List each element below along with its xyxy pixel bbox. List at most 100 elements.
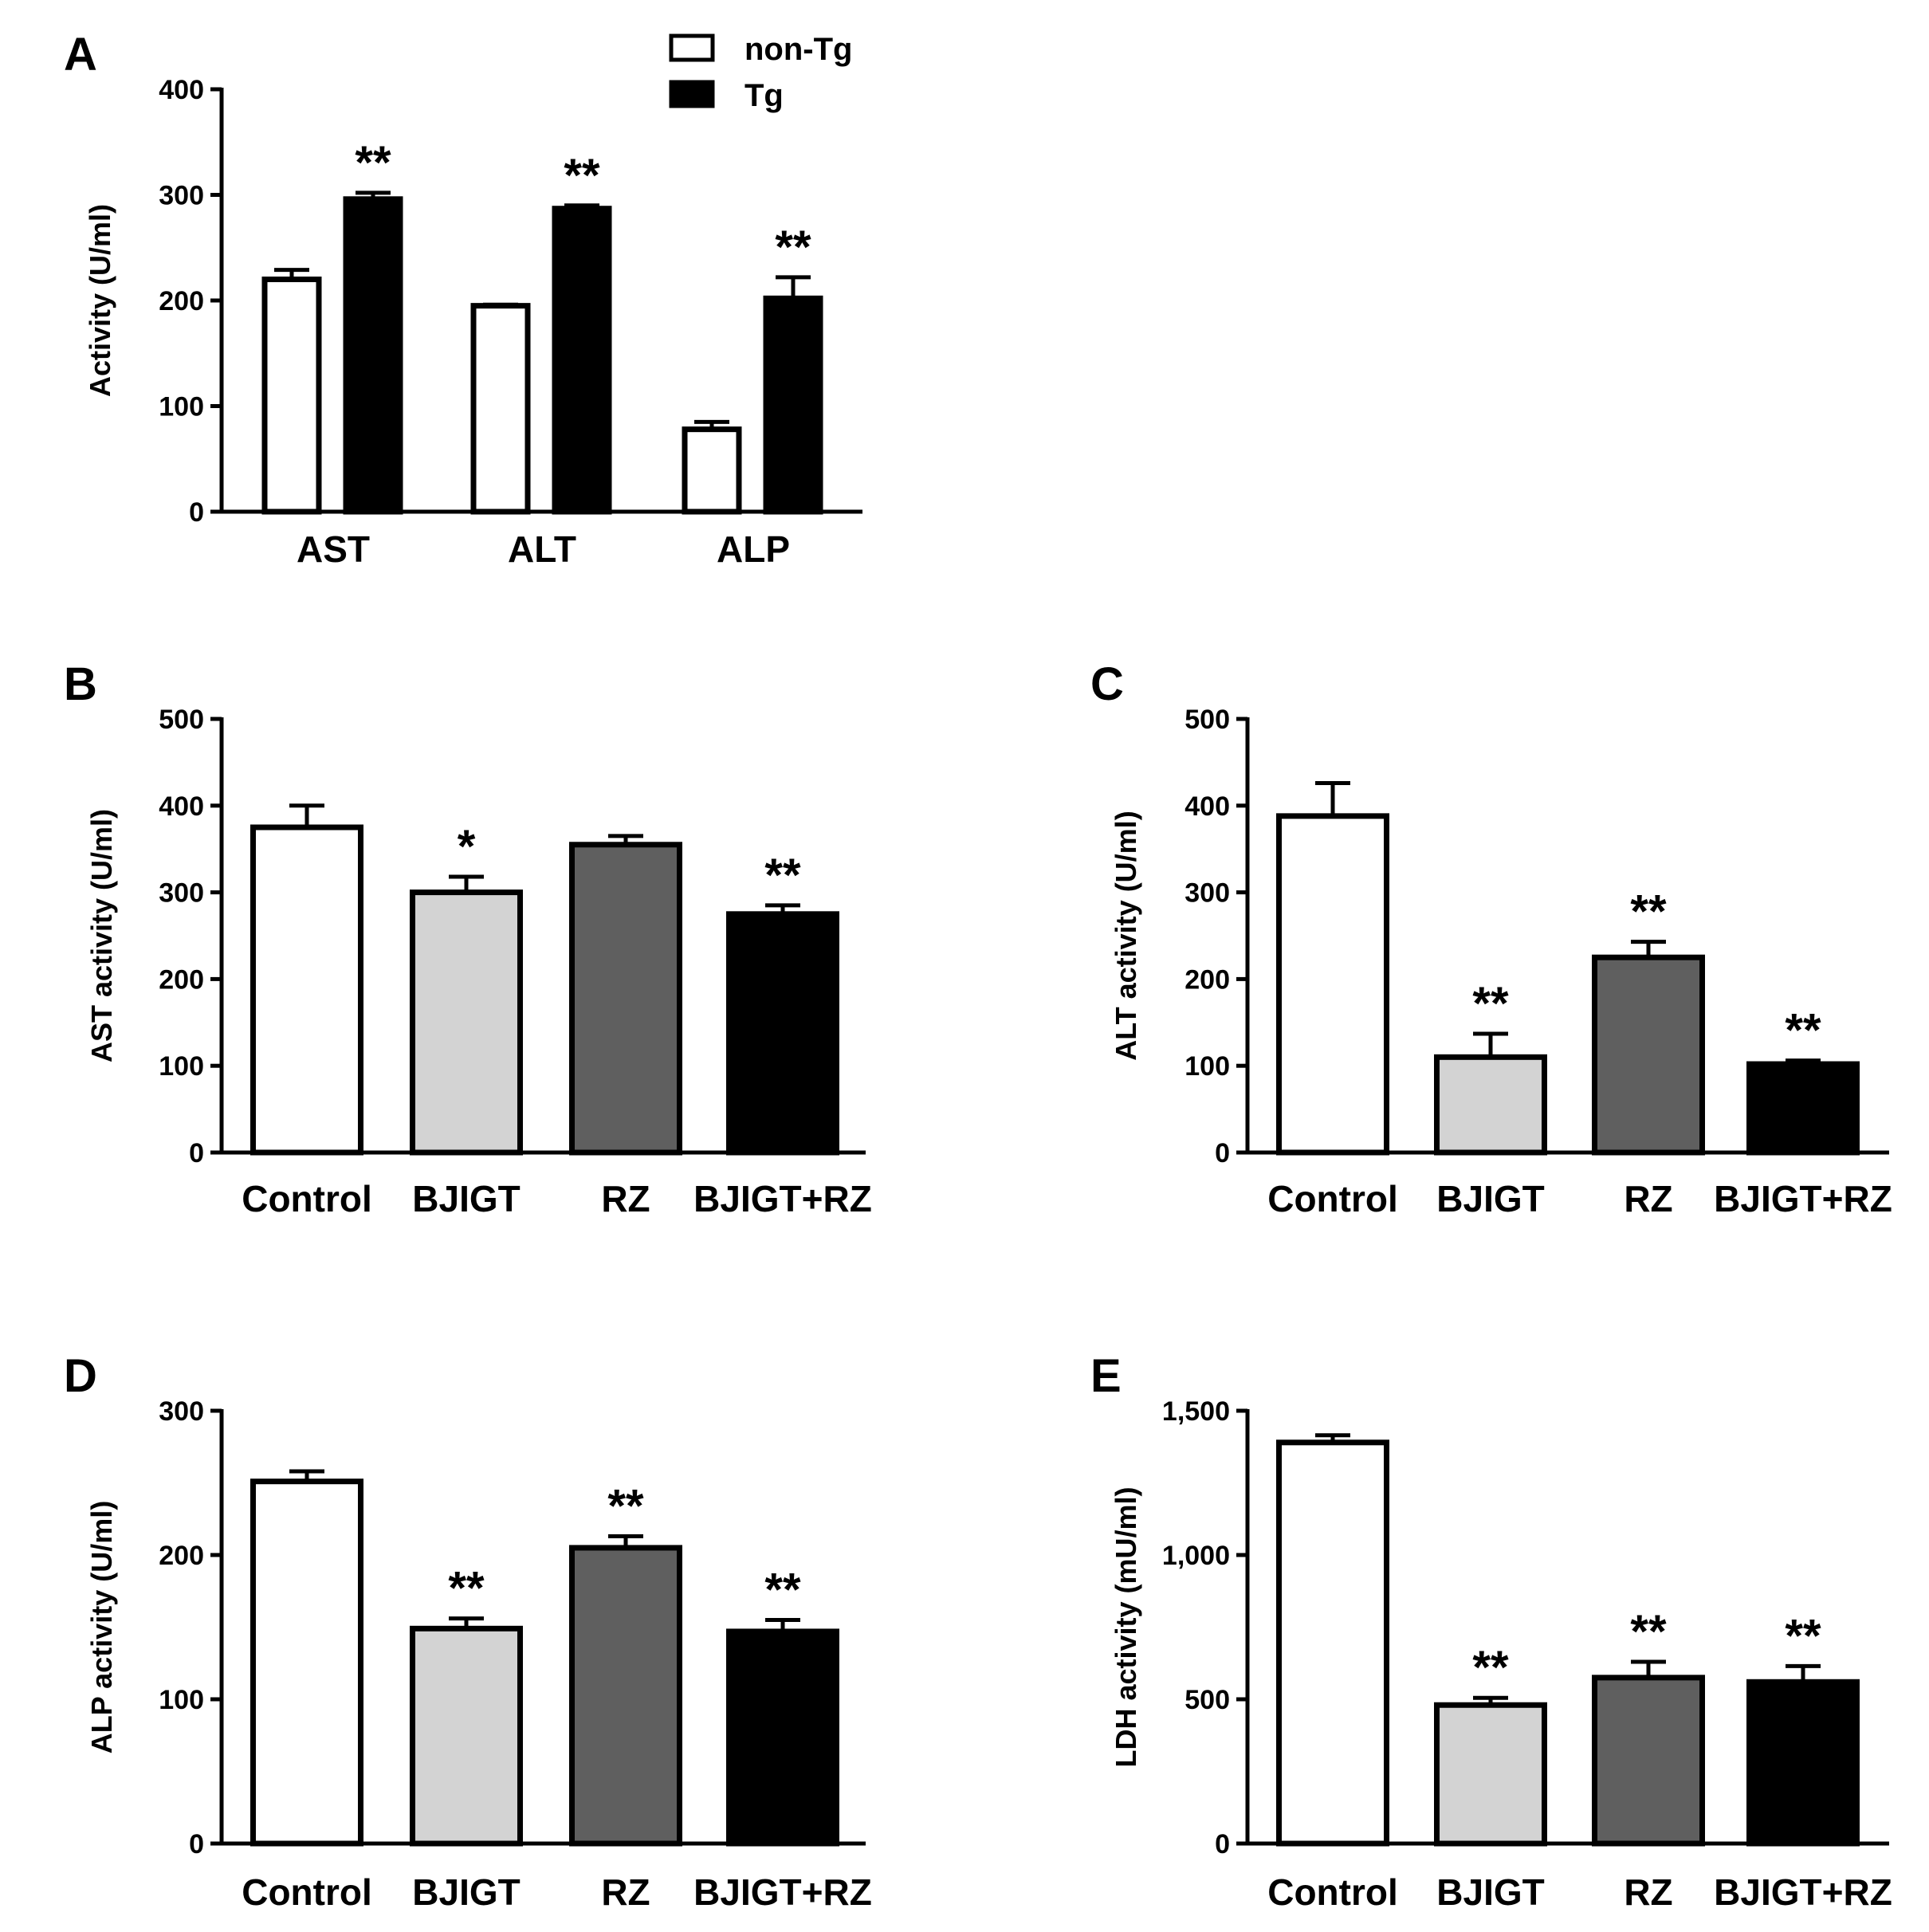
y-tick-label: 300 — [159, 878, 204, 909]
bar — [682, 426, 742, 515]
y-axis-title: LDH activity (mU/ml) — [1110, 1486, 1142, 1767]
significance-label: ** — [564, 150, 600, 202]
bar — [250, 1478, 363, 1847]
y-tick-label: 400 — [159, 791, 204, 822]
x-category-label: ALT — [508, 528, 576, 570]
x-category-label: BJIGT — [1436, 1871, 1544, 1913]
y-axis-title: ALT activity (U/ml) — [1110, 811, 1142, 1060]
bar — [1592, 1675, 1705, 1847]
bar — [1276, 1439, 1389, 1847]
y-tick-label: 0 — [189, 1829, 204, 1859]
y-axis-title: Activity (U/ml) — [84, 204, 116, 397]
y-tick-label: 100 — [159, 392, 204, 422]
legend-swatch — [669, 80, 715, 108]
legend-label: non-Tg — [744, 32, 853, 67]
panel-letter: A — [64, 29, 97, 80]
bar — [726, 911, 839, 1156]
significance-label: ** — [764, 1564, 801, 1616]
y-tick-label: 400 — [1185, 791, 1230, 822]
significance-label: ** — [607, 1480, 644, 1532]
bar — [552, 206, 612, 515]
x-category-label: AST — [297, 528, 370, 570]
x-category-label: BJIGT+RZ — [693, 1178, 872, 1219]
panel-letter: E — [1090, 1350, 1122, 1402]
y-tick-label: 100 — [159, 1051, 204, 1082]
y-tick-label: 1,000 — [1162, 1541, 1230, 1571]
bar — [1746, 1679, 1860, 1847]
panel-letter: D — [64, 1350, 97, 1402]
legend-label: Tg — [744, 78, 784, 113]
y-tick-label: 200 — [159, 1541, 204, 1571]
y-tick-label: 500 — [1185, 1685, 1230, 1715]
bar — [410, 1625, 523, 1847]
y-tick-label: 0 — [1215, 1138, 1230, 1168]
bar — [1592, 954, 1705, 1156]
x-category-label: BJIGT — [412, 1871, 520, 1913]
x-category-label: BJIGT — [412, 1178, 520, 1219]
bar — [1276, 813, 1389, 1156]
x-category-label: BJIGT+RZ — [1714, 1178, 1892, 1219]
bar — [470, 303, 531, 515]
bar — [343, 196, 403, 515]
bar — [726, 1628, 839, 1847]
x-category-label: Control — [1267, 1871, 1398, 1913]
x-category-label: RZ — [1624, 1871, 1672, 1913]
significance-label: ** — [1472, 978, 1509, 1030]
significance-label: ** — [1630, 1606, 1667, 1658]
y-tick-label: 0 — [1215, 1829, 1230, 1859]
bar — [763, 295, 823, 515]
significance-label: ** — [775, 222, 811, 273]
panel-a-chart: A 0 100 200 300 400 Activity (U/ml) ** AST ** ALT *… — [64, 29, 862, 570]
bar — [261, 277, 322, 515]
significance-label: ** — [1785, 1005, 1821, 1057]
bar — [410, 889, 523, 1156]
significance-label: ** — [1630, 886, 1667, 938]
y-tick-label: 100 — [1185, 1051, 1230, 1082]
y-tick-label: 200 — [159, 964, 204, 995]
y-tick-label: 400 — [159, 75, 204, 105]
y-tick-label: 1,500 — [1162, 1396, 1230, 1427]
x-category-label: BJIGT+RZ — [1714, 1871, 1892, 1913]
y-tick-label: 300 — [159, 1396, 204, 1427]
y-tick-label: 300 — [1185, 878, 1230, 909]
significance-label: ** — [448, 1563, 485, 1615]
y-tick-label: 200 — [1185, 964, 1230, 995]
y-tick-label: 200 — [159, 286, 204, 316]
bar — [569, 842, 682, 1156]
y-tick-label: 0 — [189, 1138, 204, 1168]
x-category-label: BJIGT — [1436, 1178, 1544, 1219]
x-category-label: RZ — [601, 1871, 650, 1913]
panel-letter: B — [64, 658, 97, 710]
panel-letter: C — [1090, 658, 1124, 710]
panel-d-chart: D 0 100 200 300 ALP activity (U/ml) Control ** B… — [64, 1350, 872, 1913]
x-category-label: Control — [242, 1871, 372, 1913]
significance-label: ** — [764, 850, 801, 901]
significance-label: ** — [1472, 1642, 1509, 1694]
x-category-label: RZ — [601, 1178, 650, 1219]
bar — [569, 1545, 682, 1847]
y-axis-title: ALP activity (U/ml) — [85, 1501, 118, 1753]
significance-label: * — [458, 821, 476, 873]
panel-c-chart: C 0 100 200 300 400 500 ALT activity (U/ml) Cont… — [1090, 658, 1892, 1219]
y-tick-label: 500 — [1185, 705, 1230, 735]
x-category-label: RZ — [1624, 1178, 1672, 1219]
panel-e-chart: E 0 500 1,000 1,500 LDH activity (mU/ml) Contr… — [1090, 1350, 1892, 1913]
x-category-label: Control — [242, 1178, 372, 1219]
y-axis-title: AST activity (U/ml) — [85, 809, 118, 1062]
y-tick-label: 500 — [159, 705, 204, 735]
bar — [250, 824, 363, 1156]
significance-label: ** — [1785, 1610, 1821, 1662]
significance-label: ** — [355, 137, 391, 189]
bar — [1434, 1054, 1547, 1156]
y-tick-label: 100 — [159, 1685, 204, 1715]
y-tick-label: 0 — [189, 497, 204, 528]
panel-b-chart: B 0 100 200 300 400 500 AST activity (U/ml) Cont… — [64, 658, 872, 1219]
x-category-label: Control — [1267, 1178, 1398, 1219]
bar — [1746, 1061, 1860, 1156]
bar — [1434, 1702, 1547, 1847]
y-tick-label: 300 — [159, 181, 204, 211]
x-category-label: BJIGT+RZ — [693, 1871, 872, 1913]
legend-swatch — [669, 33, 715, 62]
x-category-label: ALP — [717, 528, 790, 570]
